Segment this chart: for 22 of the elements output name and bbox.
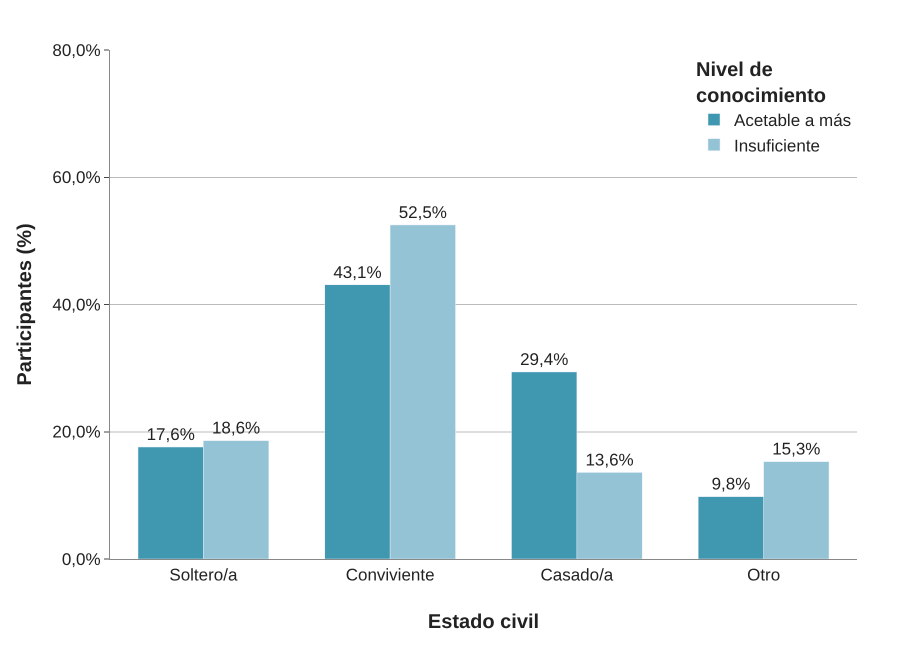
y-tick-label: 40,0%	[52, 295, 101, 314]
x-tick-label: Otro	[747, 565, 780, 584]
data-label: 13,6%	[585, 450, 634, 470]
legend-label: Insuficiente	[734, 136, 820, 156]
x-axis-title: Estado civil	[428, 610, 540, 633]
x-tick-label: Conviviente	[346, 565, 435, 584]
legend-title: Nivel de conocimiento	[696, 59, 826, 107]
data-label: 9,8%	[712, 474, 750, 494]
data-label: 15,3%	[772, 440, 820, 459]
data-label: 17,6%	[146, 425, 195, 444]
data-label: 18,6%	[212, 418, 260, 438]
y-axis-title: Participantes (%)	[14, 223, 36, 386]
data-label: 29,4%	[520, 350, 568, 369]
data-label: 52,5%	[398, 202, 447, 222]
y-tick-label: 60,0%	[52, 168, 101, 188]
y-tick-label: 20,0%	[52, 422, 101, 442]
legend-label: Acetable a más	[734, 111, 852, 130]
y-tick-label: 0,0%	[62, 550, 101, 569]
x-tick-label: Soltero/a	[169, 565, 238, 584]
y-tick-label: 80,0%	[52, 40, 101, 60]
x-tick-label: Casado/a	[540, 565, 614, 584]
data-label: 43,1%	[333, 262, 382, 282]
